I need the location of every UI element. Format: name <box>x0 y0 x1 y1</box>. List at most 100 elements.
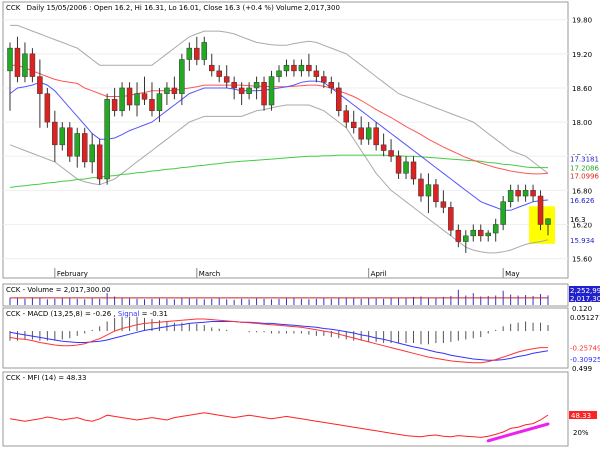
candle-down <box>410 161 417 180</box>
price-right-label-bg <box>569 214 599 223</box>
bollinger-upper-line <box>10 24 549 174</box>
candle-up <box>134 93 140 106</box>
candle-down <box>194 47 200 60</box>
candle-up <box>268 76 275 106</box>
mfi-right-label: 48.33 <box>571 412 591 420</box>
price-tick-label: 16.20 <box>572 221 592 229</box>
volume-label: CCK - Volume = 2,017,300.00 <box>6 286 110 294</box>
macd-badge <box>569 354 600 363</box>
candle-up <box>545 218 551 225</box>
candle-down <box>448 207 454 231</box>
candle-down <box>373 127 379 146</box>
header-ticker: CCK <box>6 4 21 12</box>
candle-down <box>81 133 88 163</box>
price-right-label: 16.626 <box>570 197 595 205</box>
candle-up <box>470 229 477 237</box>
mfi-right-label: 20% <box>573 429 589 437</box>
price-tick-label: 16.80 <box>572 187 592 195</box>
candle-up <box>179 59 185 94</box>
price-right-label: 15.934 <box>570 237 595 245</box>
price-tick-label: 15.60 <box>572 256 592 264</box>
candle-down <box>52 121 58 146</box>
candle-down <box>537 195 544 225</box>
candle-down <box>96 144 103 180</box>
candle-down <box>440 201 447 208</box>
candle-up <box>74 133 80 157</box>
candle-down <box>149 99 155 111</box>
ma-red-line <box>10 64 549 175</box>
candle-up <box>298 64 305 72</box>
candle-down <box>350 121 357 129</box>
candle-up <box>119 87 125 111</box>
candle-up <box>283 64 290 72</box>
candle-down <box>231 82 237 89</box>
candle-up <box>492 224 499 234</box>
volume-labels: 2,252,992,017,300 0.120 <box>569 286 600 313</box>
mfi-line <box>9 412 549 438</box>
macd-lines <box>9 316 549 364</box>
candle-down <box>313 70 320 77</box>
candle-up <box>7 47 13 72</box>
macd-right-label: -0.257499 <box>570 345 600 353</box>
candle-down <box>395 155 402 174</box>
candle-down <box>141 93 148 100</box>
candle-down <box>238 87 245 94</box>
price-right-label: 17.0996 <box>570 173 599 181</box>
price-right-label-bg <box>569 163 599 172</box>
candle-up <box>59 127 66 146</box>
candle-up <box>164 87 170 94</box>
month-axis: February March April May <box>54 268 520 278</box>
macd-panel-frame <box>2 307 569 369</box>
candle-up <box>246 87 252 94</box>
price-right-label: 17.2086 <box>570 165 599 173</box>
macd-right-label: -0.309254 <box>570 356 600 364</box>
candle-up <box>276 70 282 77</box>
price-right-label-bg <box>569 171 599 180</box>
candle-down <box>380 144 387 151</box>
mfi-lines <box>9 412 550 443</box>
macd-bottom-label: 0.499 <box>572 365 592 373</box>
price-right-label-bg <box>569 235 599 244</box>
candle-down <box>261 82 267 106</box>
candle-up <box>365 127 372 140</box>
candle-down <box>171 87 178 94</box>
candle-down <box>216 70 222 77</box>
price-tick-label: 18.00 <box>572 119 592 127</box>
chart-header: CCK Daily 15/05/2006 : Open 16.2, Hi 16.… <box>6 4 340 12</box>
candle-down <box>29 53 36 77</box>
macd-right-label: 0.051271 <box>570 314 600 322</box>
candle-up <box>507 190 514 202</box>
volume-badge <box>569 294 600 302</box>
month-label: April <box>371 270 387 278</box>
candle-down <box>291 64 297 72</box>
candle-down <box>111 99 118 111</box>
macd-label-sep: , <box>113 310 117 318</box>
month-label: February <box>57 270 88 278</box>
candle-down <box>209 64 215 72</box>
candle-down <box>515 190 521 197</box>
candle-down <box>67 127 73 157</box>
macd-signal-line <box>9 321 549 361</box>
price-tick-label: 18.60 <box>572 85 592 93</box>
candle-up <box>485 232 491 237</box>
price-right-label-bg <box>569 154 599 163</box>
candle-up <box>253 82 260 89</box>
price-right-label: 16.3 <box>570 216 586 224</box>
price-right-label: 17.3181 <box>570 155 599 163</box>
price-tick-label: 19.20 <box>572 51 592 59</box>
candle-up <box>201 42 208 60</box>
price-tick-label: 19.80 <box>572 17 592 25</box>
candle-down <box>321 76 327 83</box>
candle-up <box>500 201 506 225</box>
macd-labels: 0.051271 -0.257499 -0.3092540.499 <box>569 314 600 373</box>
candle-down <box>478 229 484 237</box>
candle-up <box>463 235 469 242</box>
mfi-badge <box>569 411 597 420</box>
candle-down <box>358 127 364 140</box>
candle-down <box>306 64 312 72</box>
candle-down <box>223 76 230 83</box>
candles <box>7 36 551 253</box>
